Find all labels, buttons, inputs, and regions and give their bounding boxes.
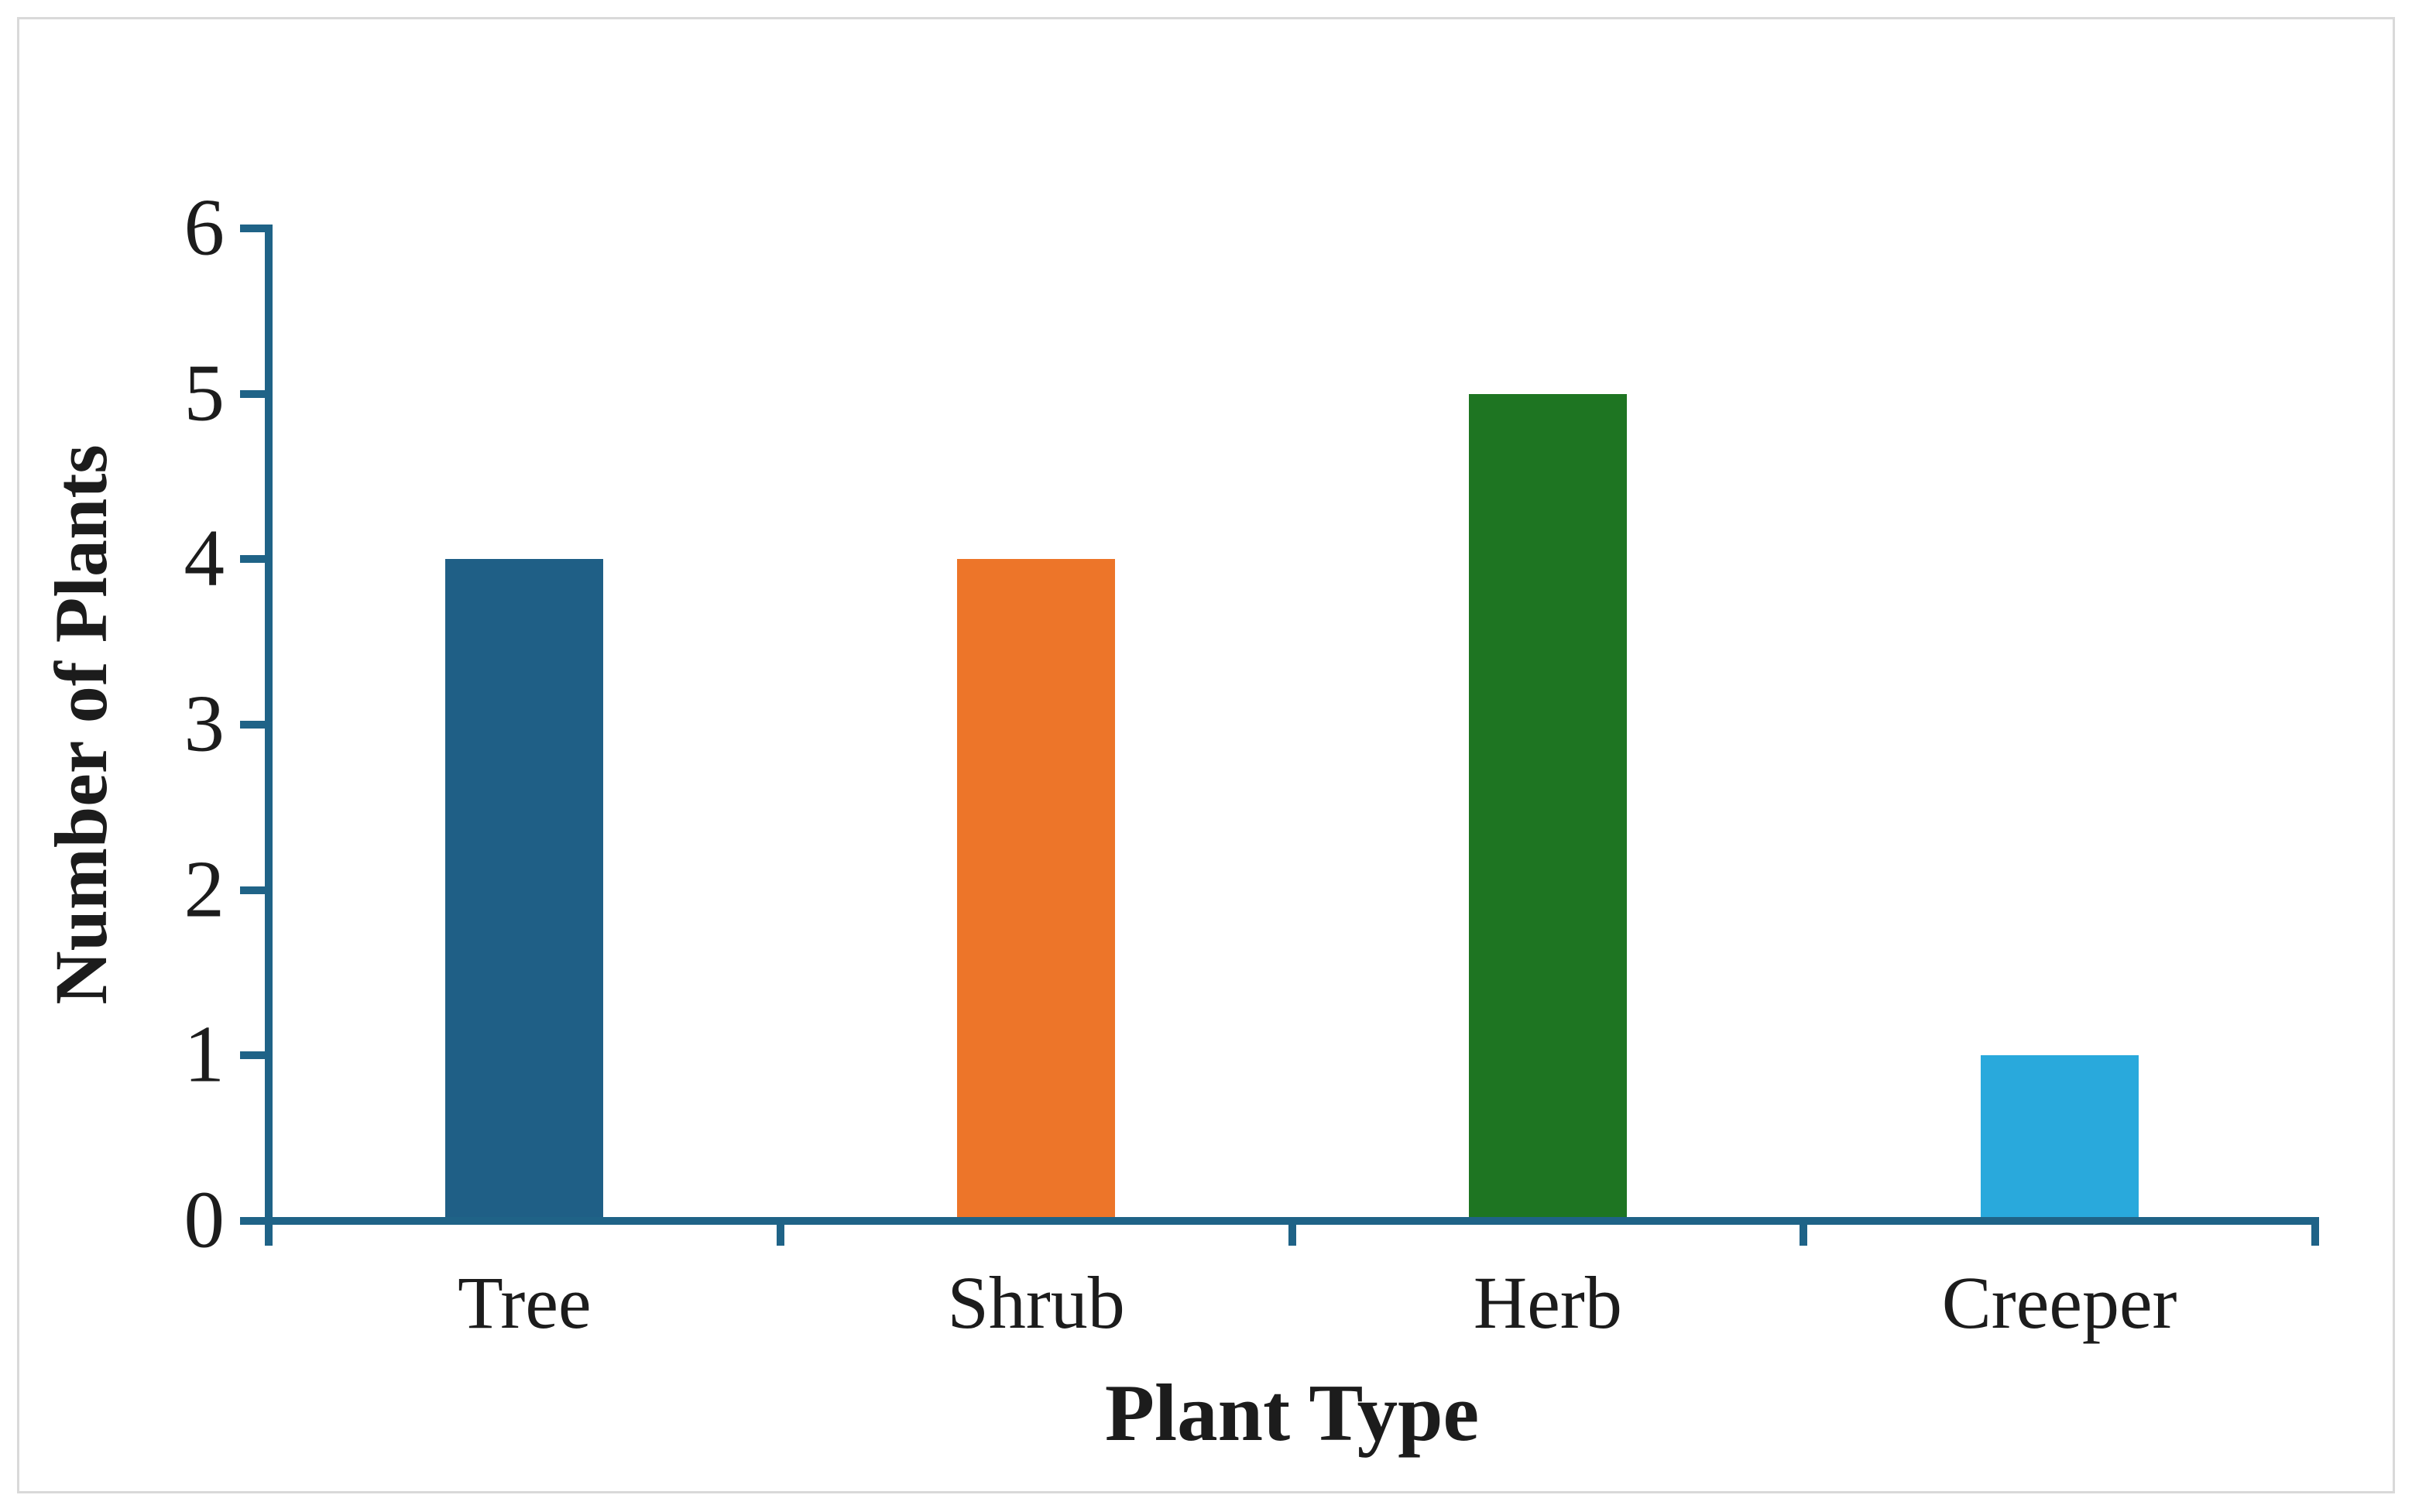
bar-creeper <box>1980 1055 2139 1221</box>
y-tick-1 <box>240 1051 265 1060</box>
x-tick-label-herb: Herb <box>1473 1261 1622 1344</box>
x-tick-label-creeper: Creeper <box>1941 1261 2177 1344</box>
x-tick-label-tree: Tree <box>458 1261 592 1344</box>
y-tick-label-6: 6 <box>184 181 225 273</box>
y-tick-label-3: 3 <box>184 677 225 769</box>
bar-shrub <box>957 559 1116 1221</box>
x-boundary-tick-2 <box>1288 1221 1296 1246</box>
x-axis-title: Plant Type <box>1104 1367 1480 1458</box>
y-tick-5 <box>240 389 265 398</box>
y-axis-title: Number of Plants <box>39 444 122 1005</box>
y-tick-0 <box>240 1217 265 1225</box>
y-tick-label-2: 2 <box>184 843 225 934</box>
y-tick-6 <box>240 225 265 232</box>
y-tick-4 <box>240 555 265 564</box>
y-axis-line <box>265 225 273 1246</box>
y-tick-label-0: 0 <box>184 1174 225 1265</box>
y-tick-label-5: 5 <box>184 347 225 438</box>
x-tick-label-shrub: Shrub <box>947 1261 1125 1344</box>
y-tick-2 <box>240 886 265 894</box>
x-boundary-tick-3 <box>1800 1221 1808 1246</box>
bar-herb <box>1468 393 1627 1221</box>
y-tick-3 <box>240 721 265 729</box>
x-boundary-tick-4 <box>2311 1221 2319 1246</box>
y-tick-label-1: 1 <box>184 1008 225 1099</box>
x-boundary-tick-1 <box>776 1221 784 1246</box>
bar-tree <box>445 559 604 1221</box>
y-tick-label-4: 4 <box>184 512 225 603</box>
